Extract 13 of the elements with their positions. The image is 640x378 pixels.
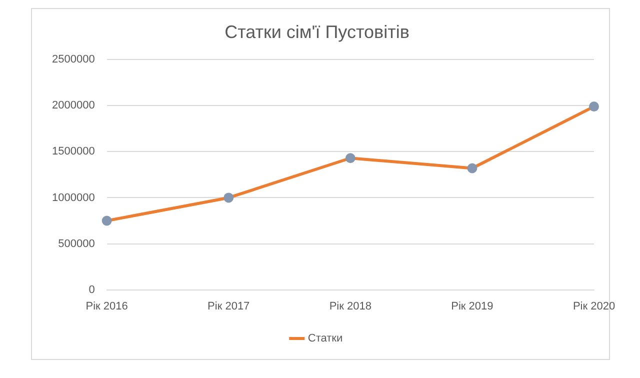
chart-title: Статки сім'ї Пустовітів	[224, 22, 410, 42]
y-tick-label: 0	[88, 284, 95, 296]
x-tick-label: Рік 2019	[451, 300, 494, 312]
y-tick-label: 500000	[58, 238, 95, 250]
x-tick-label: Рік 2016	[86, 300, 128, 312]
x-tick-label: Рік 2018	[329, 300, 372, 312]
y-tick-label: 1500000	[52, 146, 95, 158]
y-tick-label: 2500000	[52, 54, 95, 66]
y-tick-label: 1000000	[52, 192, 95, 204]
legend-label: Статки	[308, 332, 343, 345]
x-tick-label: Рік 2020	[572, 300, 616, 312]
y-tick-label: 2000000	[52, 100, 95, 112]
x-tick-label: Рік 2017	[208, 300, 250, 312]
